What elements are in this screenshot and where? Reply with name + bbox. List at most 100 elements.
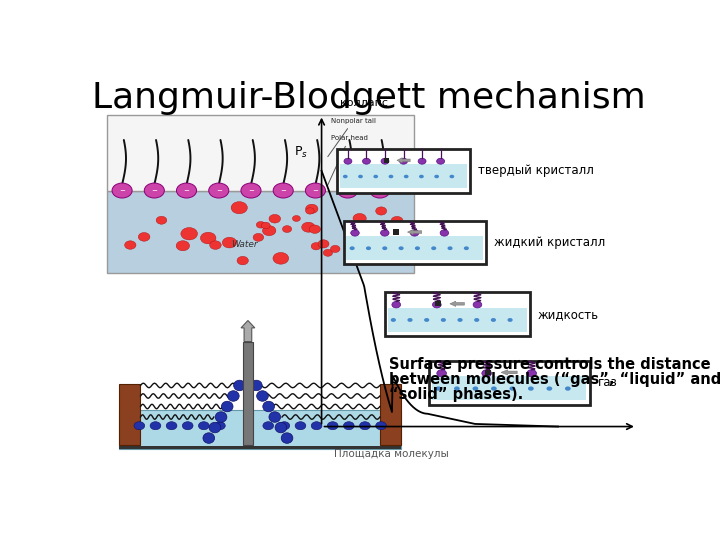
Bar [119, 410, 401, 449]
Circle shape [391, 318, 396, 322]
Text: Water: Water [232, 240, 258, 249]
Circle shape [431, 246, 436, 250]
Circle shape [389, 175, 393, 178]
Text: “solid” phases).: “solid” phases). [389, 387, 523, 402]
Bar [384, 293, 530, 336]
Circle shape [323, 249, 333, 256]
Circle shape [144, 183, 164, 198]
Text: P$_s$: P$_s$ [294, 145, 307, 160]
FancyArrow shape [397, 158, 410, 163]
Circle shape [176, 241, 189, 251]
Circle shape [436, 158, 444, 164]
Circle shape [138, 233, 150, 241]
Circle shape [282, 226, 292, 233]
Bar [387, 308, 527, 332]
Ellipse shape [263, 422, 274, 430]
Ellipse shape [221, 401, 233, 412]
Circle shape [370, 183, 390, 198]
Circle shape [527, 370, 536, 377]
Circle shape [415, 246, 420, 250]
FancyArrow shape [241, 321, 255, 342]
FancyArrow shape [501, 370, 517, 375]
Text: коллапс: коллапс [341, 98, 389, 109]
Circle shape [125, 241, 136, 249]
Circle shape [474, 318, 480, 322]
Circle shape [273, 253, 289, 264]
Text: Langmuir-Blodgett mechanism: Langmuir-Blodgett mechanism [92, 82, 646, 116]
Circle shape [546, 387, 552, 391]
Text: Площадка молекулы: Площадка молекулы [333, 449, 449, 460]
Ellipse shape [359, 422, 370, 430]
Circle shape [112, 183, 132, 198]
Circle shape [181, 227, 197, 240]
Circle shape [366, 246, 371, 250]
Bar [393, 230, 399, 235]
Ellipse shape [166, 422, 177, 430]
Circle shape [482, 370, 492, 377]
Circle shape [262, 226, 276, 235]
Text: Surface pressure controls the distance: Surface pressure controls the distance [389, 357, 710, 373]
Ellipse shape [215, 422, 225, 430]
Circle shape [433, 301, 441, 308]
Circle shape [434, 175, 439, 178]
Bar [384, 158, 389, 163]
Circle shape [437, 370, 446, 377]
Circle shape [376, 207, 387, 215]
Bar [432, 376, 586, 400]
Circle shape [253, 233, 264, 241]
Bar [340, 164, 467, 188]
Text: −: − [312, 187, 318, 193]
Circle shape [305, 204, 318, 213]
Ellipse shape [199, 422, 210, 430]
Text: −: − [216, 187, 222, 193]
Circle shape [424, 318, 429, 322]
Ellipse shape [328, 422, 338, 430]
Text: −: − [377, 187, 383, 193]
Circle shape [210, 241, 221, 249]
Circle shape [565, 387, 571, 391]
Circle shape [176, 183, 197, 198]
Circle shape [391, 217, 403, 225]
Circle shape [440, 230, 449, 236]
Circle shape [472, 387, 478, 391]
Bar [107, 114, 413, 191]
Bar [338, 149, 469, 193]
Circle shape [311, 242, 321, 250]
Text: between molecules (“gas”, “liquid” and: between molecules (“gas”, “liquid” and [389, 372, 720, 387]
Circle shape [381, 230, 389, 236]
Circle shape [269, 214, 281, 223]
Ellipse shape [228, 391, 239, 401]
Bar [119, 446, 401, 449]
Circle shape [347, 221, 359, 231]
Text: газ: газ [598, 376, 618, 389]
Text: жидкость: жидкость [538, 308, 599, 321]
Circle shape [508, 318, 513, 322]
Bar [119, 383, 140, 445]
Text: −: − [184, 187, 189, 193]
Ellipse shape [343, 422, 354, 430]
Circle shape [436, 387, 441, 391]
Circle shape [237, 256, 248, 265]
Circle shape [441, 318, 446, 322]
Circle shape [362, 158, 370, 164]
Circle shape [408, 318, 413, 322]
Circle shape [292, 215, 300, 221]
Text: −: − [248, 187, 254, 193]
Circle shape [338, 183, 358, 198]
Ellipse shape [215, 412, 227, 422]
Circle shape [491, 387, 497, 391]
Circle shape [374, 175, 378, 178]
Ellipse shape [203, 433, 215, 443]
Bar [107, 191, 413, 273]
Circle shape [528, 387, 534, 391]
Circle shape [261, 222, 270, 229]
Circle shape [256, 221, 265, 228]
Circle shape [222, 237, 237, 248]
Circle shape [156, 217, 167, 224]
Circle shape [350, 246, 355, 250]
Circle shape [449, 175, 454, 178]
Circle shape [399, 246, 404, 250]
Circle shape [231, 201, 248, 214]
Ellipse shape [150, 422, 161, 430]
Bar [346, 236, 482, 260]
